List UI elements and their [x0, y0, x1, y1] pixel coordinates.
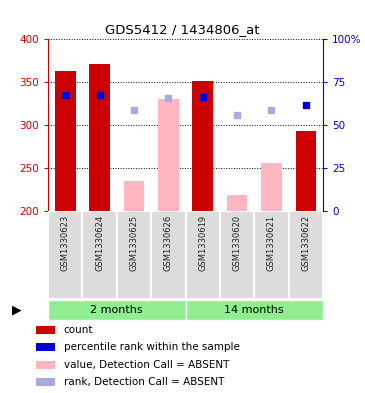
- Bar: [82, 211, 117, 299]
- Text: count: count: [64, 325, 93, 335]
- Text: GSM1330619: GSM1330619: [198, 215, 207, 271]
- Bar: [36, 378, 55, 386]
- Bar: [289, 211, 323, 299]
- Bar: [117, 211, 151, 299]
- Text: percentile rank within the sample: percentile rank within the sample: [64, 342, 240, 352]
- Bar: [254, 211, 289, 299]
- Text: GSM1330622: GSM1330622: [301, 215, 310, 271]
- Text: GSM1330625: GSM1330625: [130, 215, 138, 271]
- Bar: [151, 211, 185, 299]
- Text: GSM1330623: GSM1330623: [61, 215, 70, 271]
- Text: 14 months: 14 months: [224, 305, 284, 314]
- Text: 2 months: 2 months: [91, 305, 143, 314]
- Bar: [185, 211, 220, 299]
- Text: value, Detection Call = ABSENT: value, Detection Call = ABSENT: [64, 360, 229, 370]
- Bar: [36, 361, 55, 369]
- Text: ▶: ▶: [12, 303, 21, 316]
- Bar: [158, 99, 178, 211]
- Bar: [185, 300, 323, 320]
- Bar: [36, 325, 55, 334]
- Bar: [192, 81, 213, 211]
- Text: GDS5412 / 1434806_at: GDS5412 / 1434806_at: [105, 23, 260, 36]
- Bar: [220, 211, 254, 299]
- Bar: [227, 195, 247, 211]
- Text: GSM1330626: GSM1330626: [164, 215, 173, 271]
- Bar: [89, 64, 110, 211]
- Text: rank, Detection Call = ABSENT: rank, Detection Call = ABSENT: [64, 377, 224, 387]
- Bar: [55, 71, 76, 211]
- Text: GSM1330621: GSM1330621: [267, 215, 276, 271]
- Text: GSM1330624: GSM1330624: [95, 215, 104, 271]
- Bar: [124, 181, 144, 211]
- Bar: [48, 211, 82, 299]
- Bar: [48, 300, 185, 320]
- Bar: [261, 163, 282, 211]
- Bar: [36, 343, 55, 351]
- Text: GSM1330620: GSM1330620: [233, 215, 242, 271]
- Bar: [296, 131, 316, 211]
